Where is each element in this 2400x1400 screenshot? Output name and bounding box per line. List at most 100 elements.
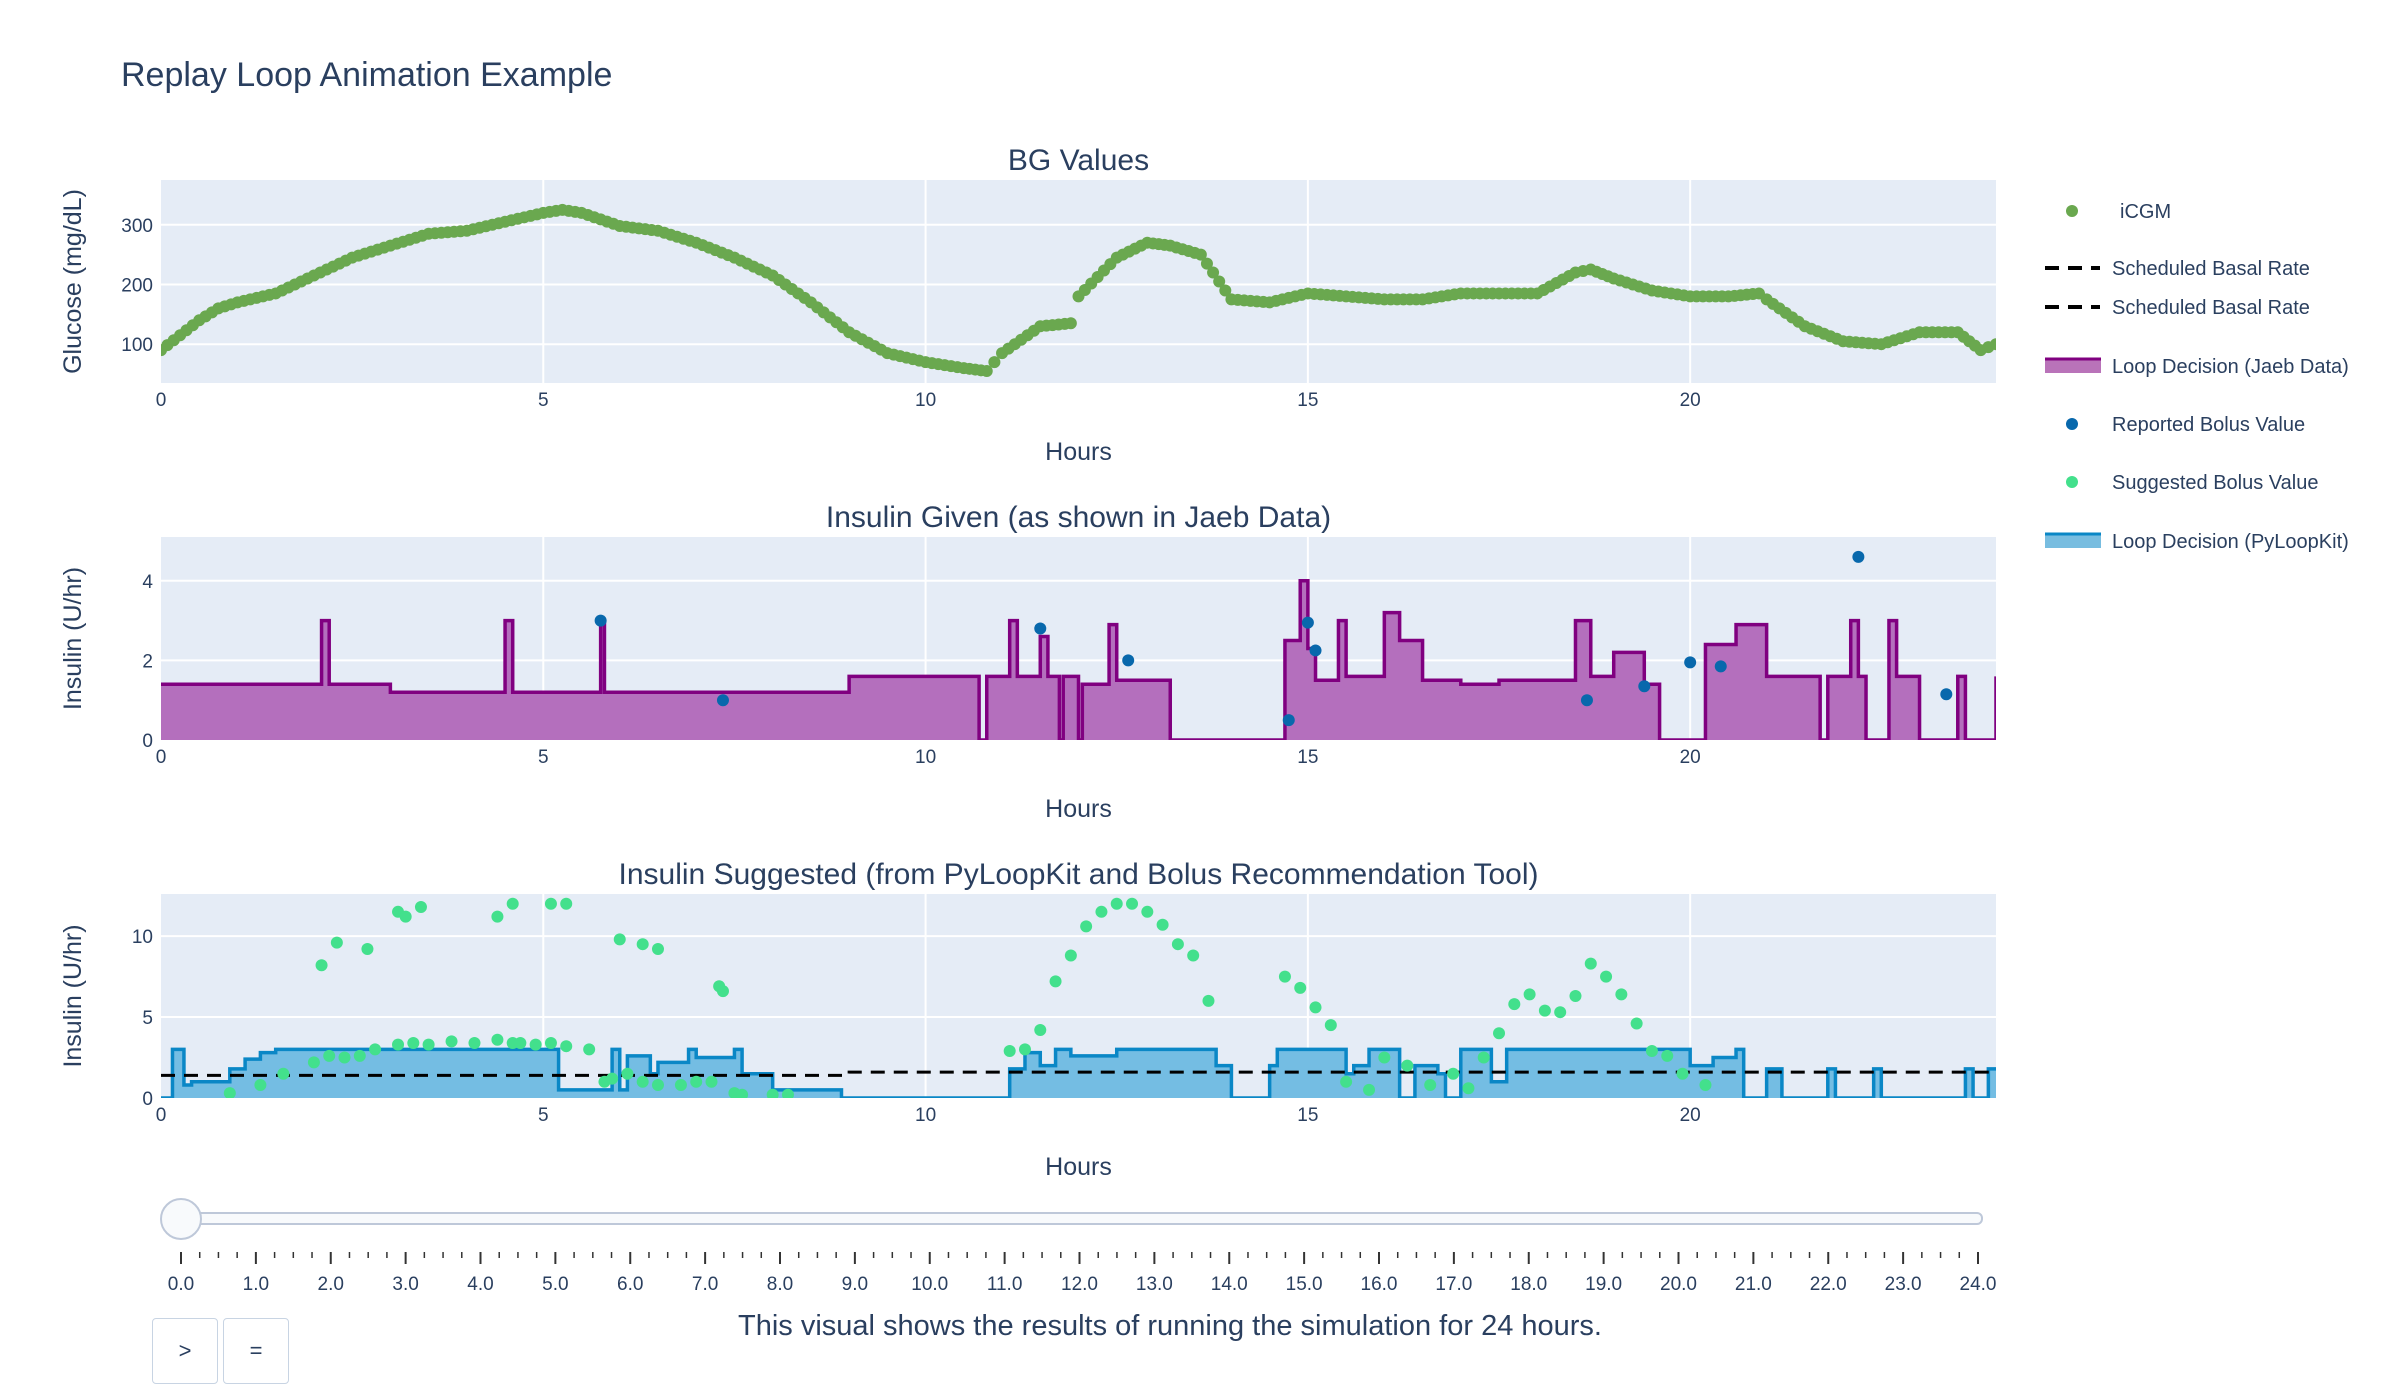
suggested-bolus-point <box>1034 1024 1047 1036</box>
bg-values-panel: BG Values Hours Glucose (mg/dL) 0 5 10 15 20 100… <box>59 144 1996 466</box>
suggested-bolus-point <box>491 910 504 923</box>
x-tick-label: 5 <box>538 747 549 768</box>
suggested-bolus-point <box>544 897 557 910</box>
suggested-bolus-point <box>705 1075 718 1088</box>
y-tick-label: 0 <box>142 731 153 752</box>
panel-title: BG Values <box>1008 144 1149 177</box>
slider-tick-label: 6.0 <box>617 1274 643 1295</box>
suggested-bolus-point <box>1049 975 1062 988</box>
slider-tick-label: 22.0 <box>1810 1274 1847 1295</box>
x-tick-label: 15 <box>1297 1105 1318 1126</box>
suggested-bolus-point <box>560 897 573 910</box>
y-tick-label: 2 <box>142 651 153 672</box>
suggested-bolus-point <box>338 1051 351 1064</box>
suggested-bolus-point <box>353 1049 366 1062</box>
legend-item[interactable]: Scheduled Basal Rate <box>2045 258 2310 280</box>
pyloop-decision-line <box>161 1047 1996 1098</box>
pause-button[interactable]: = <box>223 1318 289 1384</box>
legend[interactable]: iCGM Scheduled Basal Rate Scheduled Basal … <box>2045 201 2349 553</box>
slider-tick-label: 8.0 <box>767 1274 793 1295</box>
slider-tick-label: 9.0 <box>842 1274 868 1295</box>
suggested-bolus-point <box>1278 970 1291 983</box>
suggested-bolus-point <box>1187 949 1200 962</box>
play-button[interactable]: > <box>152 1318 218 1384</box>
suggested-bolus-point <box>1699 1079 1712 1092</box>
plot-area <box>161 180 1996 383</box>
x-tick-label: 5 <box>538 1105 549 1126</box>
suggested-bolus-point <box>361 943 374 956</box>
legend-item[interactable]: Scheduled Basal Rate <box>2045 297 2310 319</box>
x-tick-label: 15 <box>1297 390 1318 411</box>
suggested-bolus-point <box>1493 1027 1506 1040</box>
slider-tick-label: 2.0 <box>318 1274 344 1295</box>
slider-tick-label: 17.0 <box>1435 1274 1472 1295</box>
suggested-bolus-point <box>613 933 626 946</box>
suggested-bolus-point <box>392 1038 405 1051</box>
insulin-given-panel: Insulin Given (as shown in Jaeb Data) Hou… <box>59 501 1996 823</box>
y-tick-label: 4 <box>142 572 153 593</box>
suggested-bolus-point <box>1424 1079 1437 1092</box>
suggested-bolus-point <box>323 1049 336 1062</box>
suggested-bolus-point <box>1645 1045 1658 1058</box>
slider-tick-label: 14.0 <box>1211 1274 1248 1295</box>
suggested-bolus-point <box>407 1036 420 1049</box>
reported-bolus-point <box>594 614 607 627</box>
legend-item[interactable]: Suggested Bolus Value <box>2066 472 2318 494</box>
slider-tick-label: 19.0 <box>1585 1274 1622 1295</box>
x-tick-label: 0 <box>156 747 167 768</box>
suggested-bolus-point <box>1554 1006 1567 1019</box>
suggested-bolus-point <box>621 1067 634 1080</box>
reported-bolus-point <box>1034 622 1047 635</box>
x-axis-label: Hours <box>1045 438 1112 466</box>
reported-bolus-point <box>1638 680 1651 693</box>
suggested-bolus-point <box>713 980 726 993</box>
suggested-bolus-point <box>399 910 412 923</box>
suggested-bolus-point <box>1309 1001 1322 1014</box>
suggested-bolus-point <box>1378 1051 1391 1064</box>
suggested-bolus-point <box>736 1088 749 1098</box>
reported-bolus-point <box>1580 694 1593 707</box>
y-tick-label: 10 <box>132 927 153 948</box>
y-tick-label: 300 <box>121 216 153 237</box>
slider-tick-label: 23.0 <box>1885 1274 1922 1295</box>
slider-tick-label: 10.0 <box>911 1274 948 1295</box>
legend-swatch <box>2045 534 2101 548</box>
icgm-point <box>1219 284 1232 297</box>
legend-item[interactable]: Loop Decision (PyLoopKit) <box>2045 531 2349 553</box>
time-slider[interactable]: 0.0 1.0 2.0 3.0 4.0 5.0 6.0 7.0 8.0 9.0 10.0 11.0 12… <box>160 1198 1996 1295</box>
x-tick-label: 0 <box>156 1105 167 1126</box>
suggested-bolus-point <box>1171 938 1184 951</box>
icgm-point <box>1064 317 1077 330</box>
legend-label: Loop Decision (PyLoopKit) <box>2112 531 2349 553</box>
suggested-bolus-point <box>422 1038 435 1051</box>
suggested-bolus-point <box>1156 918 1169 931</box>
panel-title: Insulin Given (as shown in Jaeb Data) <box>826 501 1331 534</box>
legend-swatch <box>2066 476 2078 488</box>
jaeb-decision-line <box>161 579 1996 740</box>
x-tick-label: 0 <box>156 390 167 411</box>
suggested-bolus-point <box>674 1079 687 1092</box>
suggested-bolus-point <box>330 936 343 949</box>
legend-item[interactable]: Reported Bolus Value <box>2066 414 2305 436</box>
legend-item[interactable]: Loop Decision (Jaeb Data) <box>2045 356 2349 378</box>
icgm-point <box>1213 275 1226 288</box>
y-tick-label: 200 <box>121 275 153 296</box>
slider-tick-label: 1.0 <box>243 1274 269 1295</box>
legend-item[interactable]: iCGM <box>2066 201 2171 223</box>
suggested-bolus-point <box>1095 905 1108 918</box>
slider-rail[interactable] <box>176 1212 1983 1225</box>
slider-tick-label: 5.0 <box>542 1274 568 1295</box>
legend-label: Suggested Bolus Value <box>2112 472 2318 494</box>
legend-label: Reported Bolus Value <box>2112 414 2305 436</box>
suggested-bolus-point <box>1447 1067 1460 1080</box>
reported-bolus-point <box>1714 660 1727 673</box>
icgm-point <box>1194 248 1207 261</box>
slider-handle[interactable] <box>160 1198 202 1240</box>
legend-label: Scheduled Basal Rate <box>2112 258 2310 280</box>
x-tick-label: 20 <box>1680 390 1701 411</box>
slider-tick-label: 11.0 <box>987 1274 1023 1295</box>
slider-tick-label: 4.0 <box>467 1274 493 1295</box>
x-tick-label: 10 <box>915 747 936 768</box>
suggested-bolus-point <box>1126 897 1139 910</box>
suggested-bolus-point <box>1080 920 1093 933</box>
